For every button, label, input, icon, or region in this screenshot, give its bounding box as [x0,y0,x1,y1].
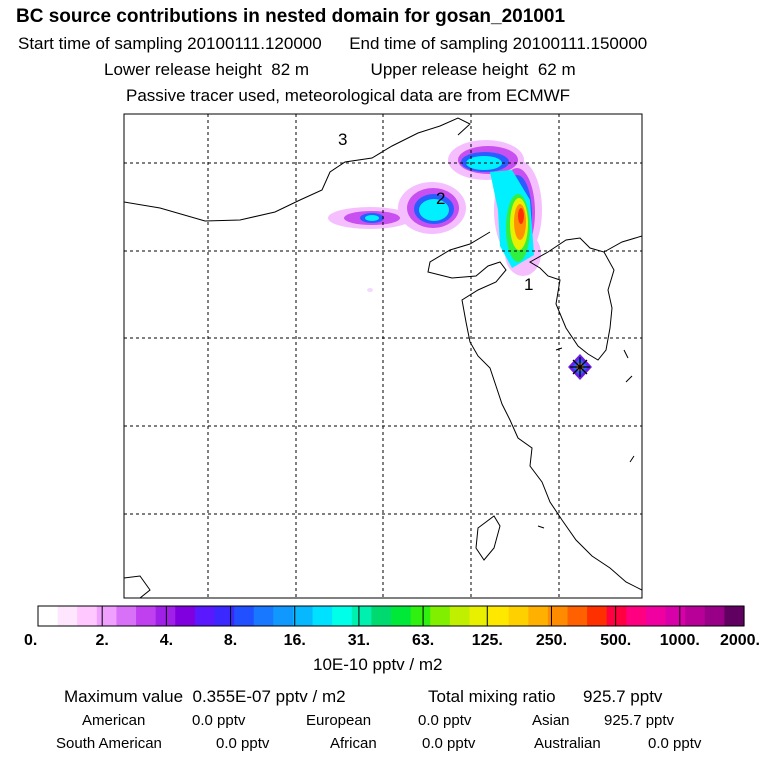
region-african: African [330,735,377,752]
total-mixing-ratio-value: 925.7 pptv [583,687,663,706]
total-mixing-ratio: Total mixing ratio 925.7 pptv [428,687,662,707]
lower-height-label: Lower release height [104,60,262,79]
start-time-value: 20100111.120000 [187,34,322,53]
total-mixing-ratio-label: Total mixing ratio [428,687,556,706]
star-receptor-icon [570,357,590,377]
source-marker-3: 3 [338,130,347,149]
plume-layer [124,117,642,598]
end-time-label: End time of sampling [349,34,508,53]
region-australian: Australian [534,735,601,752]
start-time-label: Start time of sampling [18,34,183,53]
maximum-value: Maximum value 0.355E-07 pptv / m2 [64,687,346,707]
map-frame [123,113,643,599]
region-american: American [82,712,146,729]
release-heights: Lower release height 82 m Upper release … [104,60,576,80]
source-contribution-map: 1 2 3 [123,113,643,599]
graticule [124,114,642,598]
region-african-value: 0.0 pptv [422,735,476,752]
region-australian-value: 0.0 pptv [648,735,702,752]
source-marker-2: 2 [436,189,445,208]
coastlines [124,117,642,598]
region-asian: Asian [532,712,570,729]
upper-height-label: Upper release height [370,60,529,79]
region-south-american-value: 0.0 pptv [216,735,270,752]
faint-spot [367,288,373,292]
maximum-value-number: 0.355E-07 pptv / m2 [192,687,346,706]
sampling-times: Start time of sampling 20100111.120000 E… [18,34,647,54]
tracer-note: Passive tracer used, meteorological data… [126,86,571,105]
maximum-value-label: Maximum value [64,687,184,706]
colorbar-unit: 10E-10 pptv / m2 [313,655,443,674]
upper-height-value: 62 m [537,60,576,79]
region-american-value: 0.0 pptv [192,712,246,729]
lower-height-value: 82 m [271,60,310,79]
region-south-american: South American [56,735,162,752]
region-asian-value: 925.7 pptv [604,712,675,729]
plot-title: BC source contributions in nested domain… [16,6,566,27]
source-marker-1: 1 [524,275,533,294]
region-european: European [306,712,372,729]
region-european-value: 0.0 pptv [418,712,472,729]
end-time-value: 20100111.150000 [512,34,648,53]
plume-red [518,208,524,224]
